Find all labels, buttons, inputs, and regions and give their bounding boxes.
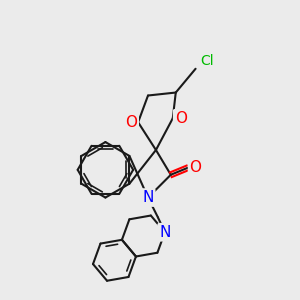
Text: N: N (142, 190, 154, 205)
Text: O: O (125, 115, 137, 130)
Text: Cl: Cl (201, 54, 214, 68)
Text: O: O (175, 111, 187, 126)
Text: N: N (159, 225, 170, 240)
Text: O: O (190, 160, 202, 175)
